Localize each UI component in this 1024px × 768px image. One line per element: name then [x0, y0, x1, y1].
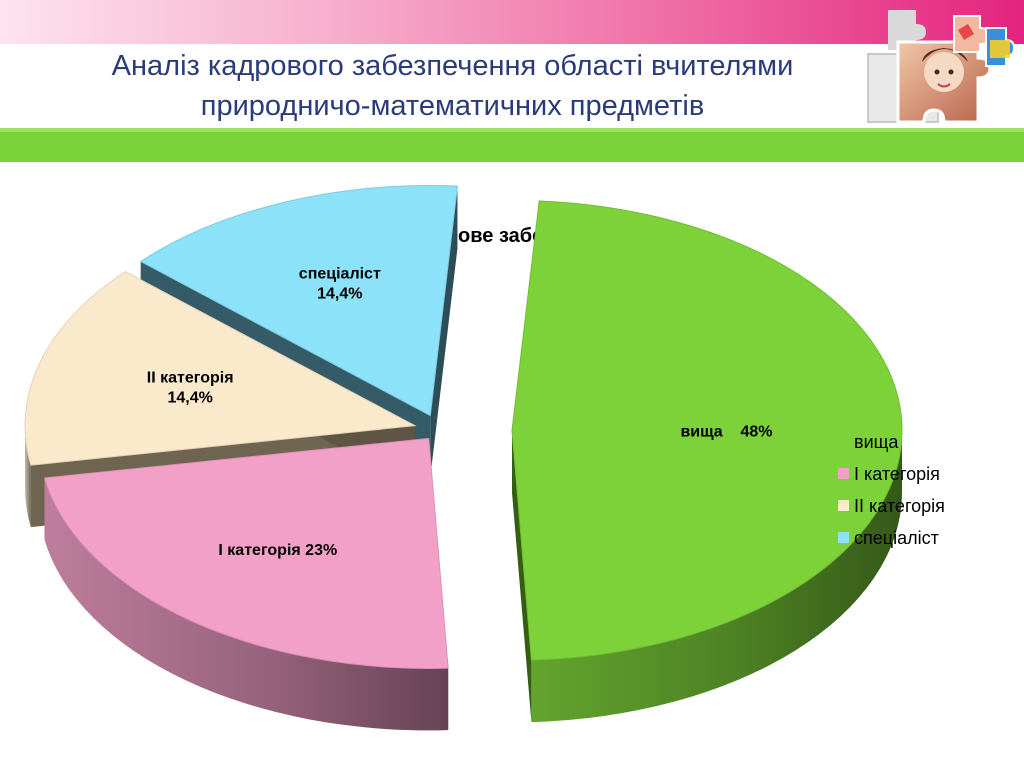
legend-label: I категорія — [854, 464, 940, 484]
legend-swatch — [838, 468, 849, 479]
data-label-1: вища 48% — [680, 424, 772, 441]
data-label-line: 14,4% — [167, 389, 212, 406]
pie-slice-side — [531, 430, 902, 723]
data-label-line: спеціаліст — [299, 265, 381, 282]
legend-item-4: спеціаліст — [838, 528, 939, 548]
data-label-line: вища 48% — [680, 424, 772, 441]
pie-slices — [24, 185, 903, 731]
legend-swatch — [838, 500, 849, 511]
pie-slice-top — [24, 271, 417, 466]
pie-slice-wall — [511, 430, 532, 723]
legend-label: спеціаліст — [854, 528, 939, 548]
pie-slice-side — [25, 425, 31, 528]
data-label-3: II категорія 14,4% — [147, 369, 234, 406]
legend-item-3: II категорія — [838, 496, 945, 516]
slide-title-line-1: Аналіз кадрового забезпечення області вч… — [111, 50, 794, 82]
data-label-line: II категорія — [147, 369, 234, 386]
legend-swatch — [838, 532, 849, 543]
legend-label: вища — [854, 432, 899, 452]
chart-legend: вища I категорія II категорія спеціаліст — [838, 432, 945, 548]
pie-slice-top — [511, 200, 903, 661]
data-label-line: I категорія 23% — [218, 542, 337, 559]
data-label-2: I категорія 23% — [218, 542, 337, 559]
pie-slice-wall — [430, 186, 458, 478]
puzzle-pieces-icon — [867, 10, 1016, 124]
pie-slice-2 — [43, 437, 449, 731]
legend-swatch — [838, 436, 849, 447]
pie-slice-side — [44, 477, 449, 731]
legend-item-2: I категорія — [838, 464, 940, 484]
pie-slice-top — [43, 437, 449, 669]
slide-title: Аналіз кадрового забезпечення області вч… — [30, 46, 875, 126]
legend-item-1: вища — [838, 432, 899, 452]
pie-slice-1 — [511, 200, 903, 723]
slide-title-line-2: природничо-математичних предметів — [200, 90, 705, 122]
legend-label: II категорія — [854, 496, 945, 516]
pie-slice-top — [139, 185, 459, 417]
data-label-4: спеціаліст 14,4% — [299, 265, 381, 302]
pie-data-labels: вища 48% I категорія 23% II категорія 14,4%… — [147, 265, 773, 559]
data-label-line: 14,4% — [317, 285, 362, 302]
green-decorative-band — [0, 128, 1024, 162]
top-decorative-band — [0, 0, 1024, 44]
